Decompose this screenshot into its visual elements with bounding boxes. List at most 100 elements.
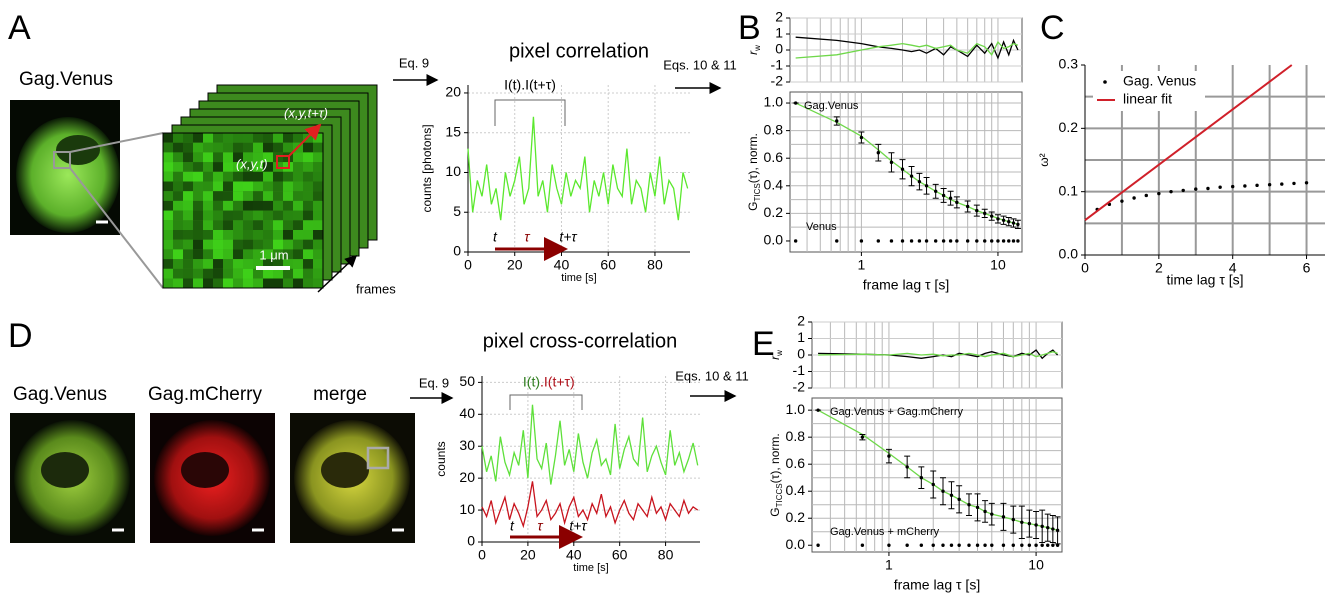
y-tick-label: 0 [797,346,805,362]
y-tick-label: -2 [771,73,784,89]
data-point [1027,521,1032,526]
data-point [975,543,980,547]
image-label: Gag.Venus [13,384,107,405]
y-tick-label: 20 [459,469,475,485]
pixel [213,191,223,201]
frame-stack [162,84,378,289]
pixel [303,142,313,153]
data-point [793,239,798,243]
arrow [288,123,322,157]
data-point [876,150,881,155]
pixel [263,142,273,153]
x-tick-label: 4 [1229,260,1237,276]
series-line [795,36,1019,60]
data-point [900,167,905,171]
x-tick-label: 40 [566,547,582,563]
pixel [173,249,183,260]
data-point [1255,183,1259,188]
pixel [183,133,193,143]
data-point [1055,528,1060,533]
y-axis-label-part: counts [434,441,448,476]
pixel [243,133,253,143]
pixel [223,220,233,230]
pixel [263,191,273,201]
data-point [876,239,881,243]
data-point [924,184,929,188]
data-point [983,509,987,514]
pixel [253,220,263,230]
data-point [1046,525,1050,530]
pixel [263,239,273,250]
y-axis-label-part: w [775,350,784,357]
pixel [183,142,193,153]
pixel [183,181,193,192]
data-point [941,239,946,243]
pixel [253,162,263,172]
x-tick-label: 10 [990,257,1006,273]
pixel [283,133,293,143]
pixel [283,142,293,153]
pixel [163,259,173,269]
pixel [203,278,213,289]
data-point [917,239,922,243]
y-tick-label: 1 [797,329,805,345]
pixel [273,278,283,289]
y-tick-label: 0.2 [764,204,784,220]
data-point [1034,523,1038,527]
annotation: t [510,518,515,534]
pixel [233,200,243,211]
pixel [203,268,213,279]
data-point [1144,193,1148,198]
pixel [313,133,323,143]
pixel [173,210,183,221]
series-line [1084,64,1293,221]
data-point [917,179,922,184]
pixel [213,230,223,240]
data-point [965,239,970,243]
legend [1093,71,1205,111]
pixel [193,191,203,201]
y-tick-label: 0.4 [786,482,806,498]
data-point [1280,182,1284,186]
pixel [253,239,263,250]
data-point [1001,543,1006,547]
pixel [313,210,323,221]
pixel [303,200,313,211]
pixel [273,191,283,201]
frames-label: frames [356,281,396,296]
series-line [818,349,1059,360]
pixel [243,249,253,260]
pixel [233,162,243,172]
image-label: Gag.mCherry [148,384,263,405]
pixel [263,259,273,269]
panel-letter: E [752,325,775,363]
pixel [263,133,273,143]
pixel [233,191,243,201]
y-tick-label: 2 [797,313,805,329]
pixel [283,210,293,221]
y-tick-label: -2 [793,379,806,395]
series-line [467,116,689,221]
pixel [173,278,183,289]
pixel [173,259,183,269]
y-axis-label-part: r [746,50,760,55]
data-point [967,503,971,507]
pixel [253,200,263,211]
pixel [203,249,213,260]
series-line [818,351,1058,358]
data-point [859,135,864,140]
data-point [1055,543,1060,547]
pixel [313,278,323,289]
pixel [243,142,253,153]
cell [16,117,120,233]
pixel [223,200,233,211]
equation: Eqs. 10 & 11 [675,368,748,383]
pixel [163,220,173,230]
data-point [996,217,1000,221]
pixel [293,239,303,250]
pixel [233,171,243,182]
data-point [1020,543,1024,547]
data-point [1206,186,1210,191]
pixel [183,249,193,260]
series-label: Venus [806,221,837,233]
